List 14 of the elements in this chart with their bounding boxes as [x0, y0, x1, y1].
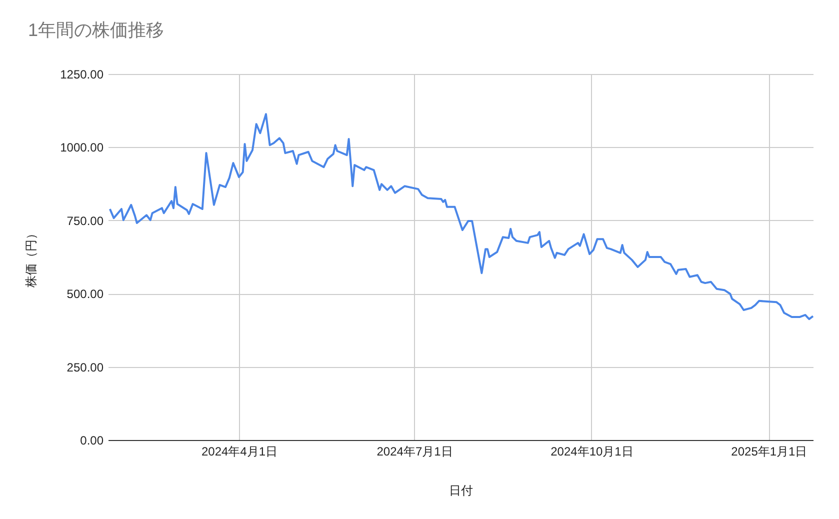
y-tick-label: 1000.00	[60, 140, 104, 155]
x-tick-label: 2024年7月1日	[376, 444, 453, 458]
y-tick-label: 250.00	[66, 360, 104, 374]
y-tick-label: 0.00	[80, 434, 104, 448]
y-tick-label: 1250.00	[60, 68, 104, 82]
line-series	[108, 113, 814, 320]
x-tick-label: 2024年10月1日	[550, 444, 634, 458]
y-tick-label: 500.00	[66, 287, 104, 302]
y-tick-label: 750.00	[66, 214, 104, 228]
chart-title: 1年間の株価推移	[28, 20, 164, 40]
x-axis-title: 日付	[449, 484, 473, 498]
x-tick-label: 2025年1月1日	[731, 444, 808, 458]
x-tick-label: 2024年4月1日	[201, 444, 278, 458]
y-axis-title: 株価（円）	[24, 228, 38, 288]
